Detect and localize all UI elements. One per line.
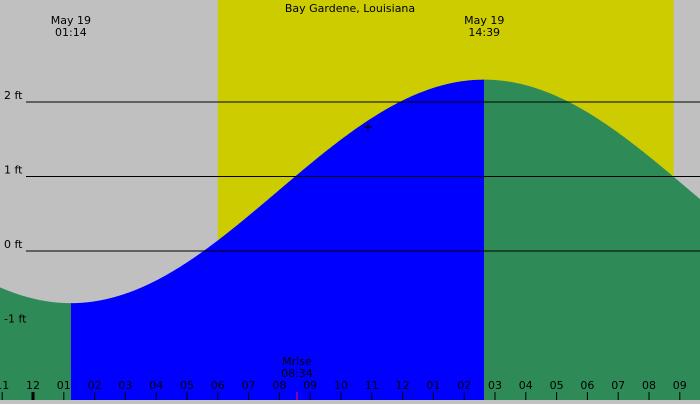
x-tick-label: 06 [580, 379, 594, 392]
x-tick-label: 02 [457, 379, 471, 392]
y-tick-label: -1 ft [4, 313, 27, 326]
x-tick-label: 05 [180, 379, 194, 392]
moonrise-label: Mrise [282, 355, 312, 368]
x-tick-label: 03 [488, 379, 502, 392]
x-tick-label: 04 [149, 379, 163, 392]
falling-tide-area-after [484, 79, 700, 401]
x-tick-label: 06 [211, 379, 225, 392]
x-tick-label: 08 [642, 379, 656, 392]
x-tick-label: 11 [0, 379, 9, 392]
x-tick-label: 04 [519, 379, 533, 392]
y-tick-label: 0 ft [4, 238, 23, 251]
rising-tide-area [70, 79, 485, 401]
x-tick-label: 07 [611, 379, 625, 392]
x-tick-label: 09 [673, 379, 687, 392]
x-tick-label: 01 [426, 379, 440, 392]
low-tide-time: 01:14 [55, 26, 87, 39]
x-tick-label: 12 [26, 379, 40, 392]
x-tick-label: 05 [550, 379, 564, 392]
y-tick-label: 1 ft [4, 164, 23, 177]
x-tick-label: 10 [334, 379, 348, 392]
x-tick-label: 01 [57, 379, 71, 392]
x-tick-label: 08 [272, 379, 286, 392]
x-tick-label: 02 [88, 379, 102, 392]
low-tide-date: May 19 [51, 14, 91, 27]
x-tick-label: 07 [242, 379, 256, 392]
falling-tide-area-before [0, 287, 71, 400]
high-tide-time: 14:39 [468, 26, 500, 39]
moonrise-time: 08:34 [281, 367, 313, 380]
y-tick-label: 2 ft [4, 89, 23, 102]
x-tick-label: 12 [396, 379, 410, 392]
chart-title: Bay Gardene, Louisiana [285, 2, 415, 15]
cursor-crosshair [364, 123, 372, 131]
x-tick-label: 11 [365, 379, 379, 392]
high-tide-date: May 19 [464, 14, 504, 27]
x-tick-label: 09 [303, 379, 317, 392]
x-tick-label: 03 [118, 379, 132, 392]
